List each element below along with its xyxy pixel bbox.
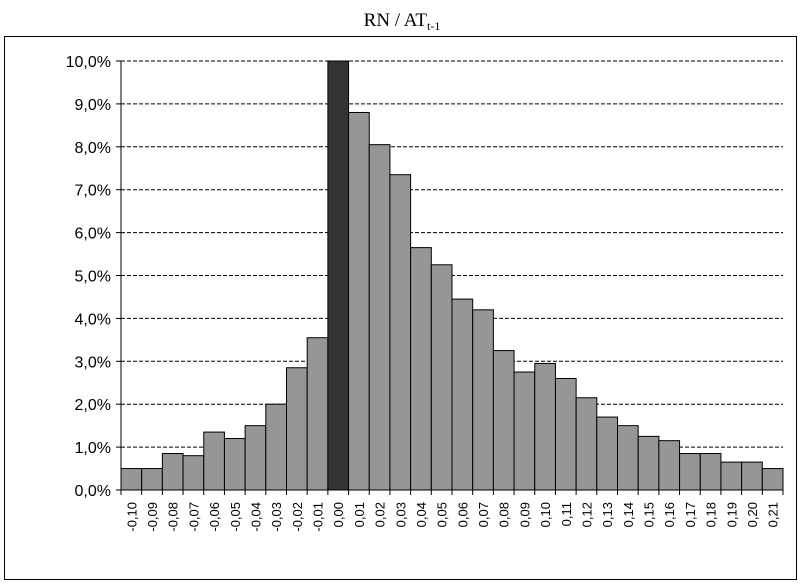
- x-tick-label: 0,21: [766, 502, 781, 527]
- x-tick-label: 0,00: [331, 502, 346, 527]
- x-tick-label: 0,03: [393, 502, 408, 527]
- bar: [741, 461, 763, 491]
- bar: [286, 367, 308, 491]
- x-tick-label: 0,12: [579, 502, 594, 527]
- x-tick-label: 0,19: [724, 502, 739, 527]
- y-tick-label: 4,0%: [75, 311, 111, 328]
- x-tick-label: 0,04: [414, 502, 429, 527]
- x-tick-label: 0,06: [455, 502, 470, 527]
- x-tick-label: -0,01: [311, 502, 326, 532]
- y-tick-label: 1,0%: [75, 440, 111, 457]
- bar: [182, 455, 205, 491]
- chart-frame: [4, 36, 797, 580]
- x-tick-label: -0,10: [124, 502, 139, 532]
- y-tick-label: 8,0%: [75, 140, 111, 157]
- bar: [761, 468, 784, 491]
- x-tick-label: 0,15: [642, 502, 657, 527]
- bar: [637, 435, 660, 491]
- x-tick-label: 0,14: [621, 502, 636, 527]
- x-tick-label: 0,18: [704, 502, 719, 527]
- bar: [699, 453, 722, 491]
- bar: [265, 403, 287, 491]
- bar: [368, 144, 391, 491]
- chart-title: RN / ATt-1: [0, 8, 804, 34]
- bar: [430, 264, 453, 491]
- x-tick-label: -0,07: [186, 502, 201, 532]
- bar: [534, 362, 556, 491]
- y-tick-label: 2,0%: [75, 397, 111, 414]
- axes: [116, 60, 784, 495]
- x-tick-label: -0,08: [166, 502, 181, 532]
- bar: [348, 111, 370, 491]
- y-tick-label: 5,0%: [75, 269, 111, 286]
- chart-title-subscript: t-1: [427, 19, 441, 33]
- x-tick-label: 0,10: [538, 502, 553, 527]
- bar: [513, 371, 536, 491]
- y-tick-label: 7,0%: [75, 183, 111, 200]
- bar: [575, 397, 598, 491]
- x-tick-label: 0,05: [435, 502, 450, 527]
- x-tick-label: -0,05: [228, 502, 243, 532]
- bars: [120, 60, 784, 491]
- bar: [389, 174, 412, 491]
- chart-title-text: RN / AT: [363, 10, 427, 31]
- bar: [472, 309, 494, 491]
- y-tick-label: 3,0%: [75, 354, 111, 371]
- x-tick-label: 0,20: [745, 502, 760, 527]
- x-tick-label: -0,02: [290, 502, 305, 532]
- bar: [410, 247, 432, 491]
- bar: [679, 453, 701, 491]
- bar: [223, 438, 246, 491]
- bar: [554, 377, 577, 491]
- bar: [617, 425, 639, 491]
- x-tick-label: 0,16: [662, 502, 677, 527]
- y-tick-label: 9,0%: [75, 97, 111, 114]
- x-tick-label: -0,04: [248, 502, 263, 532]
- bar: [141, 468, 163, 491]
- bar: [120, 468, 143, 491]
- x-tick-label: -0,06: [207, 502, 222, 532]
- x-tick-label: 0,01: [352, 502, 367, 527]
- y-tick-label: 6,0%: [75, 226, 111, 243]
- bar: [720, 461, 743, 491]
- x-tick-label: 0,08: [497, 502, 512, 527]
- bar: [203, 431, 225, 491]
- x-tick-label: 0,17: [683, 502, 698, 527]
- x-tick-label: 0,13: [600, 502, 615, 527]
- y-tick-label: 0,0%: [75, 483, 111, 500]
- bar: [244, 425, 267, 491]
- x-tick-label: 0,11: [559, 502, 574, 526]
- y-tick-labels: 0,0% 1,0% 2,0% 3,0% 4,0% 5,0% 6,0% 7,0% 8,0% 9,0%…: [66, 54, 111, 500]
- y-tick-label: 10,0%: [66, 54, 111, 71]
- x-tick-label: 0,07: [476, 502, 491, 527]
- x-tick-label: -0,03: [269, 502, 284, 532]
- bar: [306, 337, 329, 491]
- bar: [596, 416, 618, 491]
- bar: [161, 453, 184, 491]
- bar: [658, 440, 681, 491]
- x-tick-label: -0,09: [145, 502, 160, 532]
- x-tick-label: 0,02: [373, 502, 388, 527]
- bar: [327, 60, 350, 491]
- x-tick-label: 0,09: [517, 502, 532, 527]
- x-tick-labels: -0,10 -0,09 -0,08 -0,07 -0,06 -0,05 -0,04 -0,03…: [124, 502, 780, 532]
- bar: [492, 350, 515, 491]
- bar: [451, 298, 474, 491]
